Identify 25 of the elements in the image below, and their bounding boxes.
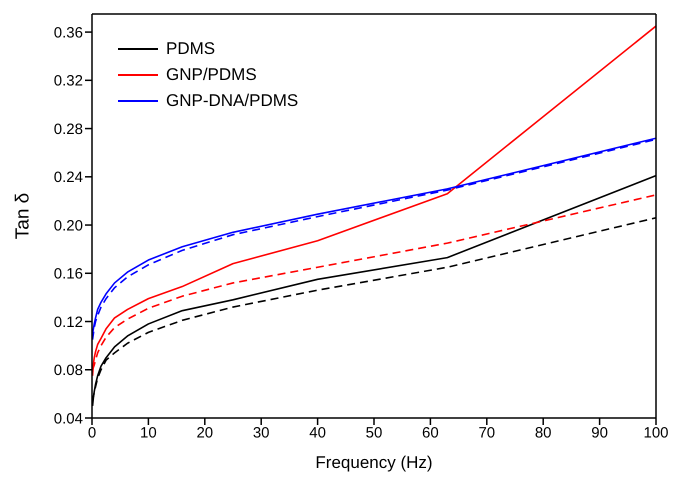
x-axis-title: Frequency (Hz) [315,453,433,472]
x-tick-label: 30 [252,424,270,442]
x-tick-label: 100 [643,424,669,442]
y-tick-label: 0.20 [54,217,83,234]
x-tick-label: 20 [196,424,214,442]
x-tick-label: 50 [366,424,382,442]
y-tick-label: 0.24 [54,169,83,186]
x-tick-label: 70 [478,424,496,442]
y-tick-label: 0.28 [54,120,83,138]
x-tick-label: 80 [534,424,552,442]
legend-label: PDMS [166,38,216,60]
y-tick-label: 0.08 [54,362,83,380]
y-axis-title: Tan δ [12,192,34,240]
y-tick-label: 0.16 [54,266,83,283]
y-tick-label: 0.04 [54,410,83,428]
legend-label: GNP/PDMS [166,64,257,86]
x-tick-label: 40 [309,424,326,442]
y-tick-label: 0.12 [54,314,83,331]
x-tick-label: 60 [422,424,439,442]
y-tick-label: 0.36 [54,24,83,42]
x-tick-label: 90 [591,424,608,442]
x-tick-label: 0 [88,424,96,442]
y-tick-label: 0.32 [54,72,83,90]
legend-label: GNP-DNA/PDMS [166,90,298,112]
x-tick-label: 10 [140,424,157,442]
